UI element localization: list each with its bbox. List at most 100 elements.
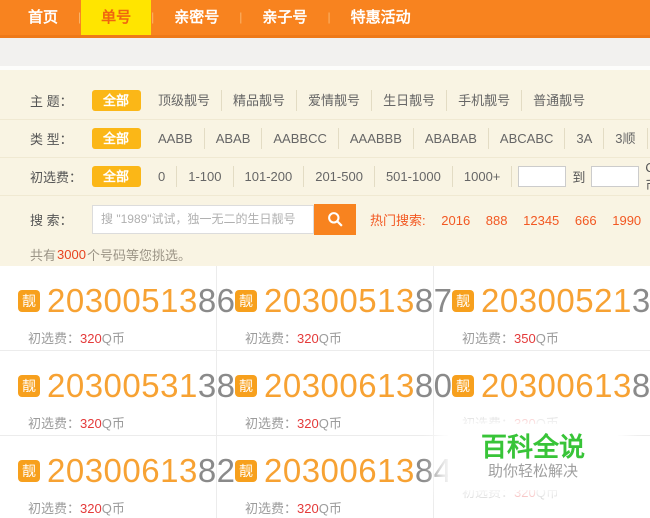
number-suffix: 86 — [197, 282, 236, 319]
result-count-prefix: 共有 — [30, 247, 57, 263]
hot-search-label: 热门搜索: — [370, 212, 426, 228]
fee-label: 初选费： — [30, 170, 83, 185]
number-prefix: 20300513 — [264, 282, 415, 319]
filter-row-search: 搜 索： 热门搜索: 2016 888 12345 666 — [0, 196, 650, 242]
result-count: 共有 3000 个号码等您挑选。 — [0, 242, 650, 266]
type-label: 类 型： — [30, 132, 73, 147]
fee-chip[interactable]: 1000+ — [453, 166, 513, 187]
number-suffix: 38 — [631, 282, 650, 319]
theme-chip[interactable]: 普通靓号 — [533, 93, 586, 108]
nav-divider: | — [327, 10, 331, 24]
fee-value: 320 — [80, 501, 102, 516]
nav-divider: | — [239, 10, 243, 24]
number-prefix: 20300613 — [481, 367, 632, 404]
theme-chip-all[interactable]: 全部 — [92, 90, 142, 111]
fee-chip[interactable]: 1-100 — [177, 166, 234, 187]
filter-row-type: 类 型： 全部 AABB ABAB AABBCC AAABBB ABABAB A… — [0, 120, 650, 158]
fee-line: 初选费：320Q币 — [28, 416, 125, 431]
type-chip[interactable]: ABABAB — [414, 128, 489, 149]
number-card[interactable]: 靓 2030053138 初选费：320Q币 — [0, 351, 235, 436]
hot-search: 热门搜索: 2016 888 12345 666 1990 — [370, 210, 641, 229]
liang-badge-icon: 靓 — [235, 460, 257, 482]
theme-chip[interactable]: 顶级靓号 — [147, 90, 223, 111]
theme-chip[interactable]: 生日靓号 — [372, 90, 448, 111]
nav-tab-home[interactable]: 首页 — [28, 9, 59, 26]
liang-badge-icon: 靓 — [18, 290, 40, 312]
theme-chip[interactable]: 精品靓号 — [222, 90, 298, 111]
number-card[interactable]: 靓 2030052138 初选费：350Q币 — [434, 266, 650, 351]
fee-chip-all[interactable]: 全部 — [92, 166, 142, 187]
type-chip[interactable]: 3A — [565, 128, 605, 149]
watermark-subtitle: 助你轻松解决 — [487, 463, 578, 480]
search-box — [92, 203, 356, 235]
hot-search-term[interactable]: 2016 — [441, 212, 471, 228]
result-count-number: 3000 — [57, 246, 86, 262]
number-prefix: 20300521 — [481, 282, 632, 319]
number-prefix: 20300613 — [264, 452, 415, 489]
fee-value: 320 — [297, 501, 319, 516]
number-card[interactable]: 靓 2030051386 初选费：320Q币 — [0, 266, 235, 351]
number-suffix: 87 — [414, 282, 453, 319]
fee-currency-label: Q币 — [645, 160, 650, 194]
theme-chip[interactable]: 手机靓号 — [447, 90, 523, 111]
fee-chip[interactable]: 101-200 — [234, 166, 305, 187]
hot-search-term[interactable]: 12345 — [523, 212, 560, 228]
fee-chip[interactable]: 201-500 — [304, 166, 375, 187]
number-card[interactable]: 靓 2030061380 初选费：320Q币 — [217, 351, 452, 436]
fee-value: 320 — [297, 416, 319, 431]
type-chip[interactable]: ABAB — [205, 128, 263, 149]
watermark-title: 百科全说 — [480, 432, 585, 462]
fee-value: 320 — [80, 416, 102, 431]
liang-badge-icon: 靓 — [18, 375, 40, 397]
type-chip[interactable]: 3顺 — [604, 128, 648, 149]
hot-search-term[interactable]: 1990 — [612, 212, 642, 228]
number-prefix: 20300613 — [264, 367, 415, 404]
type-chip[interactable]: AABB — [147, 128, 205, 149]
search-label: 搜 索： — [30, 212, 73, 228]
number-card[interactable]: 靓 2030051387 初选费：320Q币 — [217, 266, 452, 351]
nav-tab-family-number[interactable]: 亲子号 — [262, 9, 308, 26]
type-chip[interactable]: AAABBB — [339, 128, 414, 149]
fee-line: 初选费：320Q币 — [28, 501, 125, 516]
header-spacer — [0, 38, 650, 70]
nav-tab-close-number[interactable]: 亲密号 — [174, 9, 220, 26]
hot-search-term[interactable]: 666 — [574, 212, 597, 228]
type-chip[interactable]: AABBCC — [262, 128, 339, 149]
fee-chip[interactable]: 501-1000 — [375, 166, 453, 187]
fee-line: 初选费：320Q币 — [245, 416, 342, 431]
liang-badge-icon: 靓 — [452, 290, 474, 312]
number-card[interactable]: 靓 2030061382 初选费：320Q币 — [0, 436, 235, 518]
fee-line: 初选费：320Q币 — [245, 331, 342, 346]
theme-chip[interactable]: 爱情靓号 — [297, 90, 373, 111]
number-card[interactable]: 靓 2030061384 初选费：320Q币 — [217, 436, 452, 518]
search-button[interactable] — [314, 203, 356, 235]
number-prefix: 20300613 — [47, 452, 198, 489]
number-suffix: 38 — [197, 367, 236, 404]
type-chip-all[interactable]: 全部 — [92, 128, 142, 149]
search-input[interactable] — [92, 204, 314, 234]
fee-value: 350 — [514, 331, 536, 346]
nav-tab-special-offers[interactable]: 特惠活动 — [350, 9, 411, 26]
fee-value: 320 — [297, 331, 319, 346]
fee-line: 初选费：320Q币 — [245, 501, 342, 516]
fee-value: 320 — [80, 331, 102, 346]
number-suffix: 82 — [197, 452, 236, 489]
search-icon — [327, 211, 344, 228]
nav-divider: | — [151, 10, 155, 24]
fee-min-input[interactable] — [518, 166, 567, 187]
number-prefix: 20300513 — [47, 282, 198, 319]
liang-badge-icon: 靓 — [235, 290, 257, 312]
number-suffix: 84 — [414, 452, 453, 489]
fee-max-input[interactable] — [591, 166, 640, 187]
liang-badge-icon: 靓 — [235, 375, 257, 397]
watermark-overlay: 百科全说 助你轻松解决 — [448, 424, 618, 490]
hot-search-term[interactable]: 888 — [485, 212, 508, 228]
number-suffix: 81 — [631, 367, 650, 404]
nav-tab-single-number[interactable]: 单号 — [81, 0, 152, 35]
type-chip[interactable]: ABCABC — [489, 128, 566, 149]
fee-chip[interactable]: 0 — [147, 166, 178, 187]
liang-badge-icon: 靓 — [18, 460, 40, 482]
top-nav: 首页 | 单号 | 亲密号 | 亲子号 | 特惠活动 — [0, 0, 650, 38]
filter-panel: 主 题： 全部 顶级靓号 精品靓号 爱情靓号 生日靓号 手机靓号 普通靓号 类 … — [0, 70, 650, 266]
